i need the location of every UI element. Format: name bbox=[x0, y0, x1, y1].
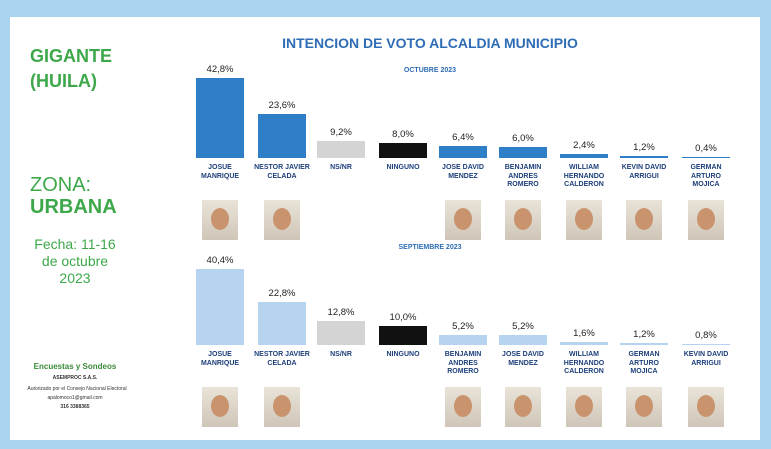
category-label: NESTOR JAVIER CELADA bbox=[254, 351, 310, 367]
candidate-photo bbox=[505, 387, 541, 427]
value-label: 12,8% bbox=[327, 307, 355, 319]
bar bbox=[379, 326, 427, 345]
category-label: GERMAN ARTURO MOJICA bbox=[690, 164, 722, 188]
candidate-photo bbox=[445, 200, 481, 240]
bar bbox=[258, 113, 306, 158]
bar bbox=[682, 157, 730, 158]
candidate-photo bbox=[566, 200, 602, 240]
bar bbox=[317, 140, 365, 158]
value-label: 5,2% bbox=[512, 321, 534, 333]
category-label: WILLIAM HERNANDO CALDERON bbox=[563, 351, 605, 375]
bar bbox=[196, 77, 244, 158]
bar bbox=[560, 153, 608, 158]
candidate-photo bbox=[688, 387, 724, 427]
candidate-photo bbox=[505, 200, 541, 240]
category-label: JOSE DAVID MENDEZ bbox=[442, 164, 484, 180]
phone: 316 3388365 bbox=[60, 404, 90, 410]
bar bbox=[499, 146, 547, 158]
bar bbox=[620, 342, 668, 345]
bar bbox=[317, 321, 365, 345]
brand: Encuestas y Sondeos bbox=[33, 362, 117, 371]
value-label: 2,4% bbox=[573, 139, 595, 151]
value-label: 0,4% bbox=[695, 143, 717, 155]
candidate-photo bbox=[688, 200, 724, 240]
candidate-photo bbox=[626, 387, 662, 427]
category-label: BENJAMIN ANDRES ROMERO bbox=[504, 164, 542, 188]
candidate-photo bbox=[264, 387, 300, 427]
candidate-photo bbox=[626, 200, 662, 240]
value-label: 22,8% bbox=[268, 288, 296, 300]
email: apalomoco1@gmail.com bbox=[47, 395, 103, 401]
candidate-photo bbox=[202, 200, 238, 240]
bar bbox=[682, 343, 730, 345]
category-label: NINGUNO bbox=[386, 351, 420, 358]
zone: URBANA bbox=[30, 196, 117, 218]
category-label: KEVIN DAVID ARRIGUI bbox=[621, 164, 667, 180]
chart-subtitle: OCTUBRE 2023 bbox=[403, 67, 457, 74]
company: ASEMPROC S.A.S. bbox=[52, 375, 98, 381]
date: Fecha: 11-16 de octubre 2023 bbox=[34, 236, 116, 286]
bar bbox=[258, 302, 306, 345]
category-label: JOSE DAVID MENDEZ bbox=[502, 351, 544, 367]
bar bbox=[560, 342, 608, 345]
chart-subtitle: SEPTIEMBRE 2023 bbox=[398, 244, 462, 251]
value-label: 5,2% bbox=[452, 321, 474, 333]
category-label: NS/NR bbox=[330, 351, 352, 358]
value-label: 23,6% bbox=[268, 99, 296, 111]
value-label: 0,8% bbox=[695, 329, 717, 341]
category-label: NS/NR bbox=[330, 164, 352, 171]
bar bbox=[439, 335, 487, 345]
value-label: 1,6% bbox=[573, 328, 595, 339]
bar bbox=[439, 146, 487, 158]
value-label: 40,4% bbox=[206, 255, 234, 267]
category-label: KEVIN DAVID ARRIGUI bbox=[683, 351, 729, 367]
value-label: 10,0% bbox=[389, 312, 417, 324]
category-label: JOSUE MANRIQUE bbox=[200, 164, 240, 180]
category-label: NESTOR JAVIER CELADA bbox=[254, 164, 310, 180]
candidate-photo bbox=[264, 200, 300, 240]
bar bbox=[379, 143, 427, 158]
candidate-photo bbox=[566, 387, 602, 427]
category-label: JOSUE MANRIQUE bbox=[200, 351, 240, 367]
bar bbox=[620, 155, 668, 158]
category-label: WILLIAM HERNANDO CALDERON bbox=[563, 164, 605, 188]
value-label: 1,2% bbox=[633, 141, 655, 153]
value-label: 9,2% bbox=[330, 126, 352, 138]
value-label: 6,0% bbox=[512, 132, 534, 144]
chart-title: INTENCION DE VOTO ALCALDIA MUNICIPIO bbox=[282, 35, 578, 51]
authorized: Autorizado por el Consejo Nacional Elect… bbox=[27, 386, 127, 392]
bar bbox=[499, 335, 547, 345]
bar bbox=[196, 269, 244, 345]
category-label: GERMAN ARTURO MOJICA bbox=[628, 351, 660, 375]
zone-label: ZONA: bbox=[30, 174, 92, 196]
category-label: NINGUNO bbox=[386, 164, 420, 171]
candidate-photo bbox=[445, 387, 481, 427]
category-label: BENJAMIN ANDRES ROMERO bbox=[444, 351, 482, 375]
value-label: 6,4% bbox=[452, 132, 474, 144]
candidate-photo bbox=[202, 387, 238, 427]
place: GIGANTE (HUILA) bbox=[30, 46, 113, 91]
value-label: 42,8% bbox=[206, 63, 234, 75]
value-label: 1,2% bbox=[633, 328, 655, 340]
value-label: 8,0% bbox=[392, 129, 414, 141]
